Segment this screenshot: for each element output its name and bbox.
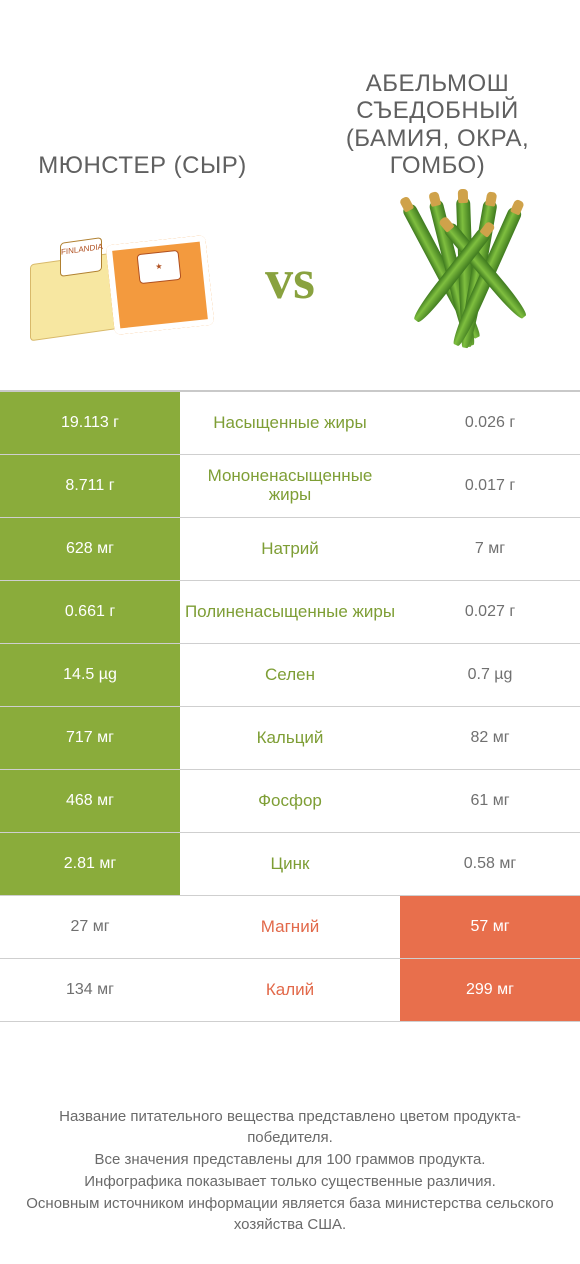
table-row: 0.661 гПолиненасыщенные жиры0.027 г [0,581,580,644]
cell-right: 0.7 µg [400,644,580,706]
footer-line: Основным источником информации является … [20,1193,560,1237]
cell-label: Фосфор [180,770,400,832]
cell-left: 27 мг [0,896,180,958]
cell-left: 717 мг [0,707,180,769]
cell-left: 8.711 г [0,455,180,517]
cell-right: 61 мг [400,770,580,832]
table-row: 14.5 µgСелен0.7 µg [0,644,580,707]
cell-label: Калий [180,959,400,1021]
cell-label: Натрий [180,518,400,580]
cell-left: 0.661 г [0,581,180,643]
cell-right: 0.026 г [400,392,580,454]
okra-illustration [360,200,560,360]
cell-left: 628 мг [0,518,180,580]
table-row: 2.81 мгЦинк0.58 мг [0,833,580,896]
image-row: FINLANDIA ★ vs [0,180,580,380]
table-row: 468 мгФосфор61 мг [0,770,580,833]
table-row: 717 мгКальций82 мг [0,707,580,770]
footer-line: Инфографика показывает только существенн… [20,1171,560,1193]
header: МЮНСТЕР (СЫР) АБЕЛЬМОШ СЪЕДОБНЫЙ (БАМИЯ,… [0,0,580,180]
cell-label: Полиненасыщенные жиры [180,581,400,643]
table-row: 27 мгМагний57 мг [0,896,580,959]
cell-right: 57 мг [400,896,580,958]
cell-left: 14.5 µg [0,644,180,706]
table-row: 8.711 гМононенасыщенные жиры0.017 г [0,455,580,518]
food-left: FINLANDIA ★ [10,210,230,350]
cell-label: Мононенасыщенные жиры [180,455,400,517]
cell-right: 0.58 мг [400,833,580,895]
cell-left: 134 мг [0,959,180,1021]
cheese-illustration: FINLANDIA ★ [20,210,220,350]
cell-label: Насыщенные жиры [180,392,400,454]
cell-left: 19.113 г [0,392,180,454]
cell-right: 0.027 г [400,581,580,643]
food-right [350,200,570,360]
cell-label: Кальций [180,707,400,769]
table-row: 19.113 гНасыщенные жиры0.026 г [0,392,580,455]
cell-right: 7 мг [400,518,580,580]
cell-label: Магний [180,896,400,958]
cell-right: 299 мг [400,959,580,1021]
table-row: 134 мгКалий299 мг [0,959,580,1022]
footer-line: Все значения представлены для 100 граммо… [20,1149,560,1171]
table-row: 628 мгНатрий7 мг [0,518,580,581]
title-left: МЮНСТЕР (СЫР) [10,152,275,180]
cell-right: 82 мг [400,707,580,769]
comparison-table: 19.113 гНасыщенные жиры0.026 г8.711 гМон… [0,390,580,1022]
footer: Название питательного вещества представл… [0,1106,580,1237]
cell-right: 0.017 г [400,455,580,517]
footer-line: Название питательного вещества представл… [20,1106,560,1150]
title-right: АБЕЛЬМОШ СЪЕДОБНЫЙ (БАМИЯ, ОКРА, ГОМБО) [305,70,570,180]
vs-label: vs [230,248,350,312]
cell-label: Селен [180,644,400,706]
cell-left: 468 мг [0,770,180,832]
cell-left: 2.81 мг [0,833,180,895]
cell-label: Цинк [180,833,400,895]
